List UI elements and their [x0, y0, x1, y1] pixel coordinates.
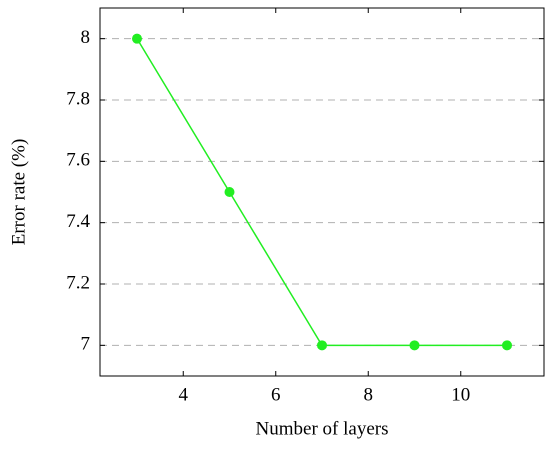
y-tick-label: 8 — [81, 27, 91, 48]
y-tick-label: 7.4 — [66, 211, 90, 232]
y-tick-label: 7.8 — [66, 88, 90, 109]
data-point — [409, 340, 420, 351]
y-tick-label: 7.2 — [66, 272, 90, 293]
plot-frame — [99, 7, 545, 377]
x-axis-label: Number of layers — [256, 418, 389, 439]
x-tick-label: 6 — [271, 384, 281, 405]
x-tick-label: 8 — [364, 384, 374, 405]
data-point — [502, 340, 512, 351]
y-axis-label: Error rate (%) — [8, 139, 29, 246]
data-point — [317, 340, 327, 351]
data-point — [132, 33, 142, 44]
y-tick-label: 7 — [81, 334, 91, 355]
data-point — [224, 187, 235, 197]
x-tick-label: 10 — [451, 384, 470, 405]
data-line — [136, 38, 507, 347]
y-tick-label: 7.6 — [66, 150, 90, 171]
x-tick-label: 4 — [179, 384, 189, 405]
